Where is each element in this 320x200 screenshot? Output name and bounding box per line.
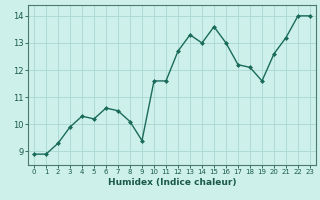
X-axis label: Humidex (Indice chaleur): Humidex (Indice chaleur) <box>108 178 236 187</box>
